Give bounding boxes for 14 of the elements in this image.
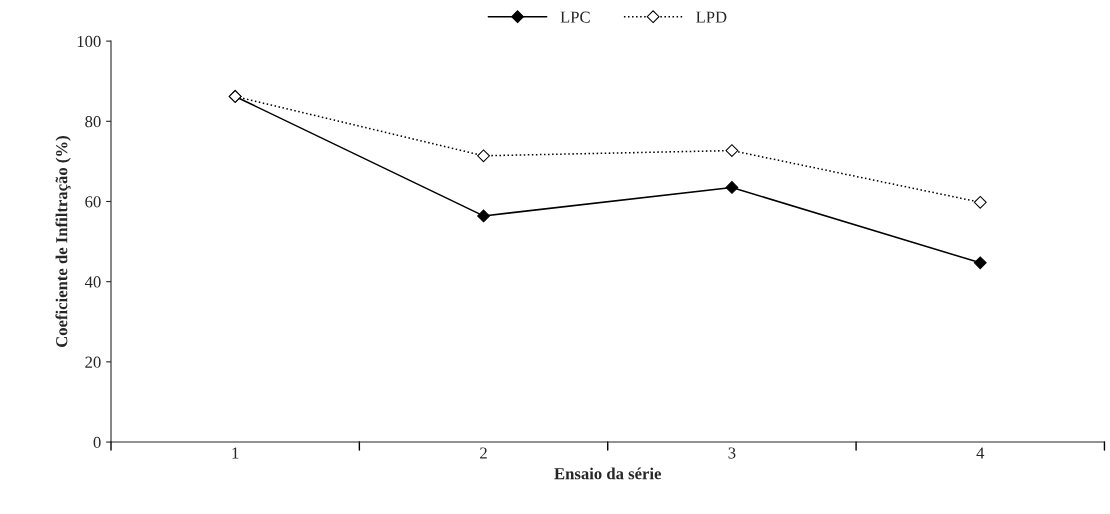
x-tick-label: 3 — [728, 447, 736, 459]
x-axis-title: Ensaio da série — [554, 467, 661, 480]
y-tick-label: 40 — [84, 276, 101, 288]
x-tick-label: 2 — [480, 447, 487, 459]
y-tick-label: 80 — [85, 116, 101, 128]
x-tick-label: 4 — [976, 447, 985, 459]
y-tick-label: 20 — [85, 356, 101, 368]
y-axis-title: Coeficiente de Infiltração (%) — [55, 136, 71, 347]
legend-label: LPC — [560, 11, 590, 23]
y-tick-label: 60 — [85, 196, 101, 208]
x-tick-label: 1 — [232, 447, 239, 459]
legend-label: LPD — [696, 11, 727, 23]
y-tick-label: 100 — [77, 35, 101, 48]
y-tick-label: 0 — [93, 436, 101, 448]
